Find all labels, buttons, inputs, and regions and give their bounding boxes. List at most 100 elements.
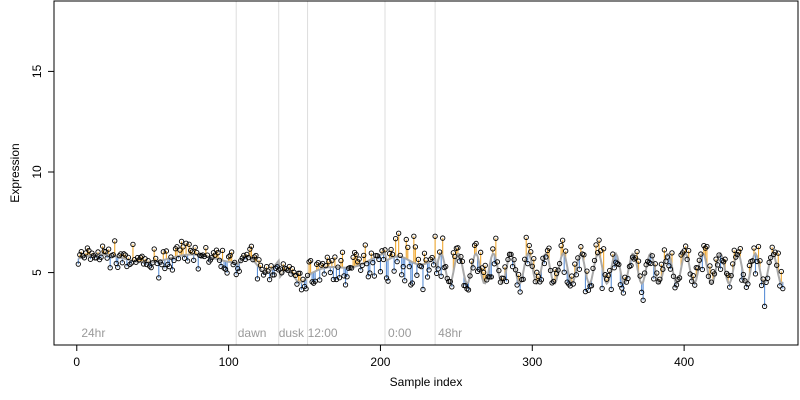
data-point <box>686 247 692 254</box>
data-point <box>389 251 396 258</box>
x-tick-label: 100 <box>219 355 239 369</box>
data-point <box>641 270 648 276</box>
data-point <box>478 249 484 255</box>
data-point <box>481 269 487 276</box>
data-point <box>525 260 531 267</box>
y-axis-label: Expression <box>8 143 22 202</box>
data-point <box>433 270 440 276</box>
data-point <box>332 254 338 260</box>
data-point <box>482 262 488 269</box>
data-point <box>528 249 534 255</box>
data-point <box>268 263 274 269</box>
data-point <box>355 259 361 265</box>
data-point <box>216 257 223 263</box>
data-point <box>714 262 721 268</box>
data-point <box>317 277 323 283</box>
data-point <box>742 278 748 284</box>
data-point <box>147 263 153 269</box>
data-point <box>529 263 535 269</box>
data-point <box>338 257 344 264</box>
y-axis: 5 10 15 <box>30 64 55 276</box>
data-point <box>153 255 159 262</box>
data-point <box>704 243 710 250</box>
data-point <box>444 275 450 281</box>
data-point <box>438 273 444 279</box>
data-point <box>262 269 268 275</box>
region-labels: 24hr dawn dusk 12:00 0:00 48hr <box>81 326 462 340</box>
data-point <box>235 265 241 272</box>
data-point <box>421 250 428 256</box>
data-point <box>77 252 83 258</box>
data-point <box>356 256 362 262</box>
data-point <box>730 261 736 267</box>
data-point <box>341 273 347 279</box>
data-point <box>549 280 555 286</box>
data-point <box>778 268 784 275</box>
data-point <box>727 284 733 290</box>
data-point <box>160 249 166 255</box>
data-point <box>591 257 598 264</box>
data-point <box>690 273 696 279</box>
data-point <box>622 274 628 280</box>
data-point <box>699 266 705 273</box>
data-point <box>684 256 690 262</box>
data-point <box>572 261 578 267</box>
data-point <box>452 253 458 260</box>
data-point <box>593 242 599 248</box>
data-point <box>462 283 469 289</box>
x-tick-label: 300 <box>522 355 542 369</box>
data-point <box>487 274 493 280</box>
data-point <box>493 235 499 241</box>
data-point <box>634 248 640 255</box>
data-point <box>611 265 617 271</box>
data-point <box>494 259 501 265</box>
data-point <box>399 272 405 278</box>
data-point <box>353 251 359 258</box>
data-point <box>183 240 189 246</box>
data-point <box>250 257 256 263</box>
data-point <box>180 244 186 250</box>
data-point <box>720 259 727 265</box>
data-point <box>104 255 110 261</box>
data-point <box>464 286 470 292</box>
data-point <box>426 267 432 273</box>
data-point <box>247 246 253 252</box>
data-point <box>388 246 394 253</box>
data-point <box>751 245 757 251</box>
data-point <box>515 271 522 278</box>
data-point <box>733 254 739 260</box>
data-point <box>573 272 579 278</box>
data-point <box>253 252 259 259</box>
data-point <box>637 273 643 279</box>
region-label: dusk <box>279 326 305 340</box>
data-point <box>508 251 514 258</box>
data-point <box>191 257 197 263</box>
data-point <box>689 278 695 284</box>
data-point <box>761 303 768 309</box>
data-point <box>335 264 341 270</box>
data-point <box>607 267 613 274</box>
data-point <box>307 258 314 264</box>
data-point <box>476 266 482 272</box>
data-point <box>405 244 411 251</box>
data-point <box>590 265 596 271</box>
data-point <box>344 274 350 280</box>
data-point <box>224 270 230 276</box>
data-point <box>259 266 265 273</box>
data-point <box>772 249 778 255</box>
data-point <box>541 260 548 267</box>
data-point <box>716 252 722 258</box>
data-point <box>667 266 674 272</box>
data-point <box>336 275 343 281</box>
data-point <box>670 273 677 279</box>
data-point <box>511 256 517 263</box>
data-point <box>734 251 740 258</box>
data-point <box>244 251 250 258</box>
data-point <box>420 286 426 293</box>
data-point <box>238 258 244 264</box>
data-point <box>327 269 333 276</box>
plot-frame <box>53 0 799 346</box>
data-point <box>660 266 666 272</box>
data-point <box>225 254 232 260</box>
data-point <box>397 252 403 259</box>
